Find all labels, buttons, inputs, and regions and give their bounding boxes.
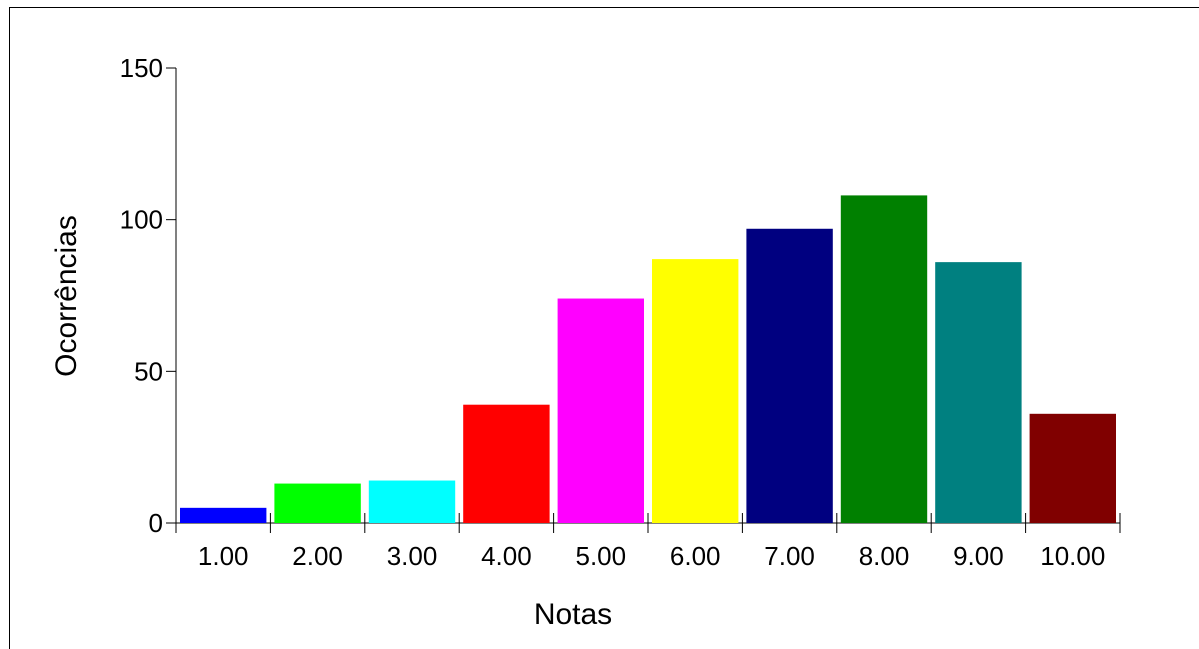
y-tick-label: 100 bbox=[120, 205, 163, 235]
x-tick-label: 6.00 bbox=[670, 541, 721, 571]
bar bbox=[840, 195, 928, 523]
x-tick-label: 10.00 bbox=[1040, 541, 1105, 571]
bar bbox=[368, 480, 456, 523]
x-tick-label: 4.00 bbox=[481, 541, 532, 571]
x-tick-labels: 1.00 2.00 3.00 4.00 5.00 6.00 7.00 8.00 9.00 10.0… bbox=[198, 541, 1105, 571]
bar bbox=[652, 259, 739, 523]
bar bbox=[746, 228, 833, 523]
y-tick-label: 150 bbox=[120, 53, 163, 83]
x-tick-label: 7.00 bbox=[764, 541, 815, 571]
chart-frame bbox=[9, 7, 1199, 649]
chart-bars bbox=[180, 195, 1116, 523]
y-tick-label: 50 bbox=[134, 356, 163, 386]
x-tick-label: 2.00 bbox=[292, 541, 343, 571]
x-tick-label: 5.00 bbox=[575, 541, 626, 571]
x-axis-label: Notas bbox=[534, 598, 612, 631]
bar bbox=[274, 483, 361, 523]
y-axis-label: Ocorrências bbox=[50, 215, 83, 377]
bar bbox=[935, 262, 1022, 523]
x-tick-label: 9.00 bbox=[953, 541, 1004, 571]
bar bbox=[557, 298, 644, 523]
x-tick-label: 3.00 bbox=[387, 541, 438, 571]
y-tick-label: 0 bbox=[149, 508, 163, 538]
bar bbox=[463, 404, 550, 523]
y-tick-labels: 0 50 100 150 bbox=[120, 53, 163, 538]
bar bbox=[1029, 413, 1116, 523]
bar bbox=[180, 507, 267, 523]
x-tick-label: 8.00 bbox=[859, 541, 910, 571]
x-tick-label: 1.00 bbox=[198, 541, 249, 571]
